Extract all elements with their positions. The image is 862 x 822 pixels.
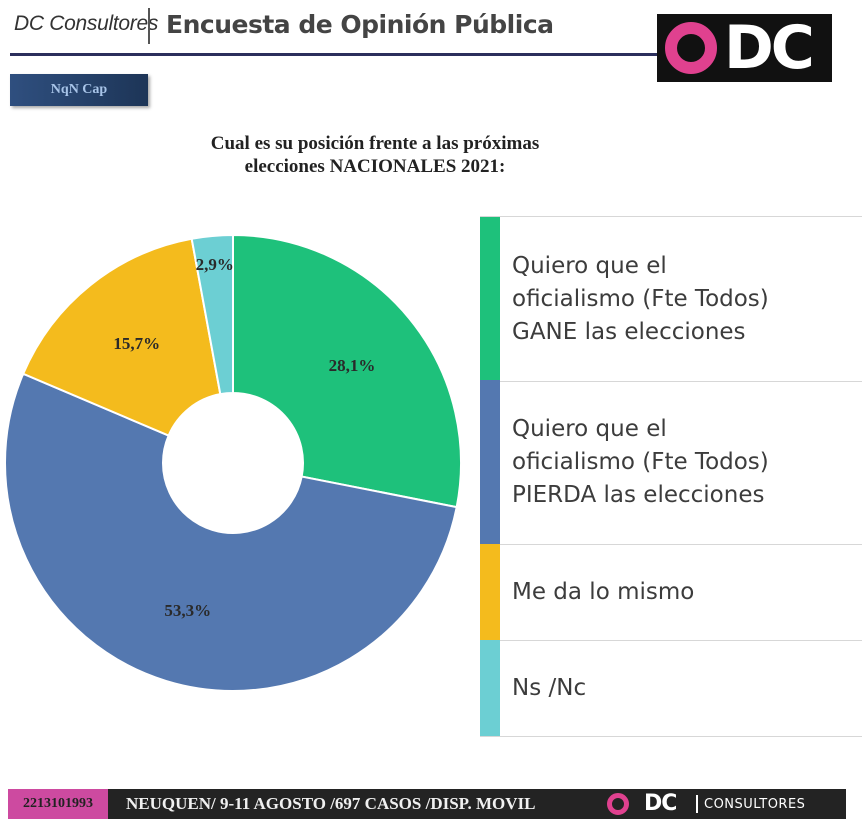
footer-logo-separator [696, 795, 698, 813]
pie-slice-2 [21, 237, 222, 437]
legend-swatch [480, 380, 500, 544]
pie-slice-3 [190, 233, 234, 396]
logo-ring-icon [665, 22, 717, 74]
chart-title-line-2: elecciones NACIONALES 2021: [244, 156, 506, 177]
footer-consultores: CONSULTORES [704, 797, 806, 812]
legend-label-line: Ns /Nc [512, 675, 587, 701]
page-title: Encuesta de Opinión Pública [166, 10, 554, 39]
donut-chart: 28,1% 53,3% 15,7% 2,9% [4, 233, 462, 692]
legend-label-line: GANE las elecciones [512, 319, 746, 345]
slice-value-label-1: 53,3% [164, 601, 211, 620]
odc-logo: DC [657, 14, 832, 82]
legend-swatch [480, 640, 500, 736]
legend-item: Ns /Nc [480, 640, 862, 737]
legend-swatch [480, 217, 500, 381]
legend-swatch [480, 544, 500, 640]
legend-item: Quiero que el oficialismo (Fte Todos) PIER… [480, 380, 862, 545]
legend-label: Quiero que el oficialismo (Fte Todos) GANE… [512, 250, 852, 349]
legend-item: Me da lo mismo [480, 544, 862, 641]
legend-label: Me da lo mismo [512, 576, 852, 609]
slice-value-label-0: 28,1% [329, 356, 376, 375]
logo-text: DC [724, 13, 815, 83]
legend-label-line: PIERDA las elecciones [512, 482, 765, 508]
legend-label-line: Quiero que el [512, 416, 667, 442]
chart-legend: Quiero que el oficialismo (Fte Todos) GANE… [480, 216, 862, 737]
brand-name: DC Consultores [14, 12, 159, 35]
footer-dc-logo: DC [644, 791, 677, 816]
legend-label: Quiero que el oficialismo (Fte Todos) PIER… [512, 413, 852, 512]
pie-slice-1 [4, 372, 458, 692]
legend-item: Quiero que el oficialismo (Fte Todos) GANE… [480, 216, 862, 382]
chart-title: Cual es su posición frente a las próxima… [150, 132, 600, 178]
footer-phone: 2213101993 [8, 789, 108, 819]
slice-value-label-2: 15,7% [113, 334, 160, 353]
footer-bar: 2213101993 NEUQUEN/ 9-11 AGOSTO /697 CAS… [8, 789, 846, 819]
slice-value-label-3: 2,9% [196, 255, 234, 274]
header-rule [10, 53, 660, 56]
region-tag: NqN Cap [10, 74, 148, 106]
legend-label-line: oficialismo (Fte Todos) [512, 286, 769, 312]
header-separator [148, 8, 150, 44]
legend-label-line: Me da lo mismo [512, 579, 695, 605]
region-tag-label: NqN Cap [50, 82, 108, 97]
legend-label-line: Quiero que el [512, 253, 667, 279]
footer-ring-icon [607, 793, 629, 815]
legend-label: Ns /Nc [512, 672, 852, 705]
pie-slice-0 [232, 233, 462, 509]
chart-title-line-1: Cual es su posición frente a las próxima… [210, 133, 540, 154]
legend-label-line: oficialismo (Fte Todos) [512, 449, 769, 475]
footer-survey-info: NEUQUEN/ 9-11 AGOSTO /697 CASOS /DISP. M… [126, 794, 536, 813]
